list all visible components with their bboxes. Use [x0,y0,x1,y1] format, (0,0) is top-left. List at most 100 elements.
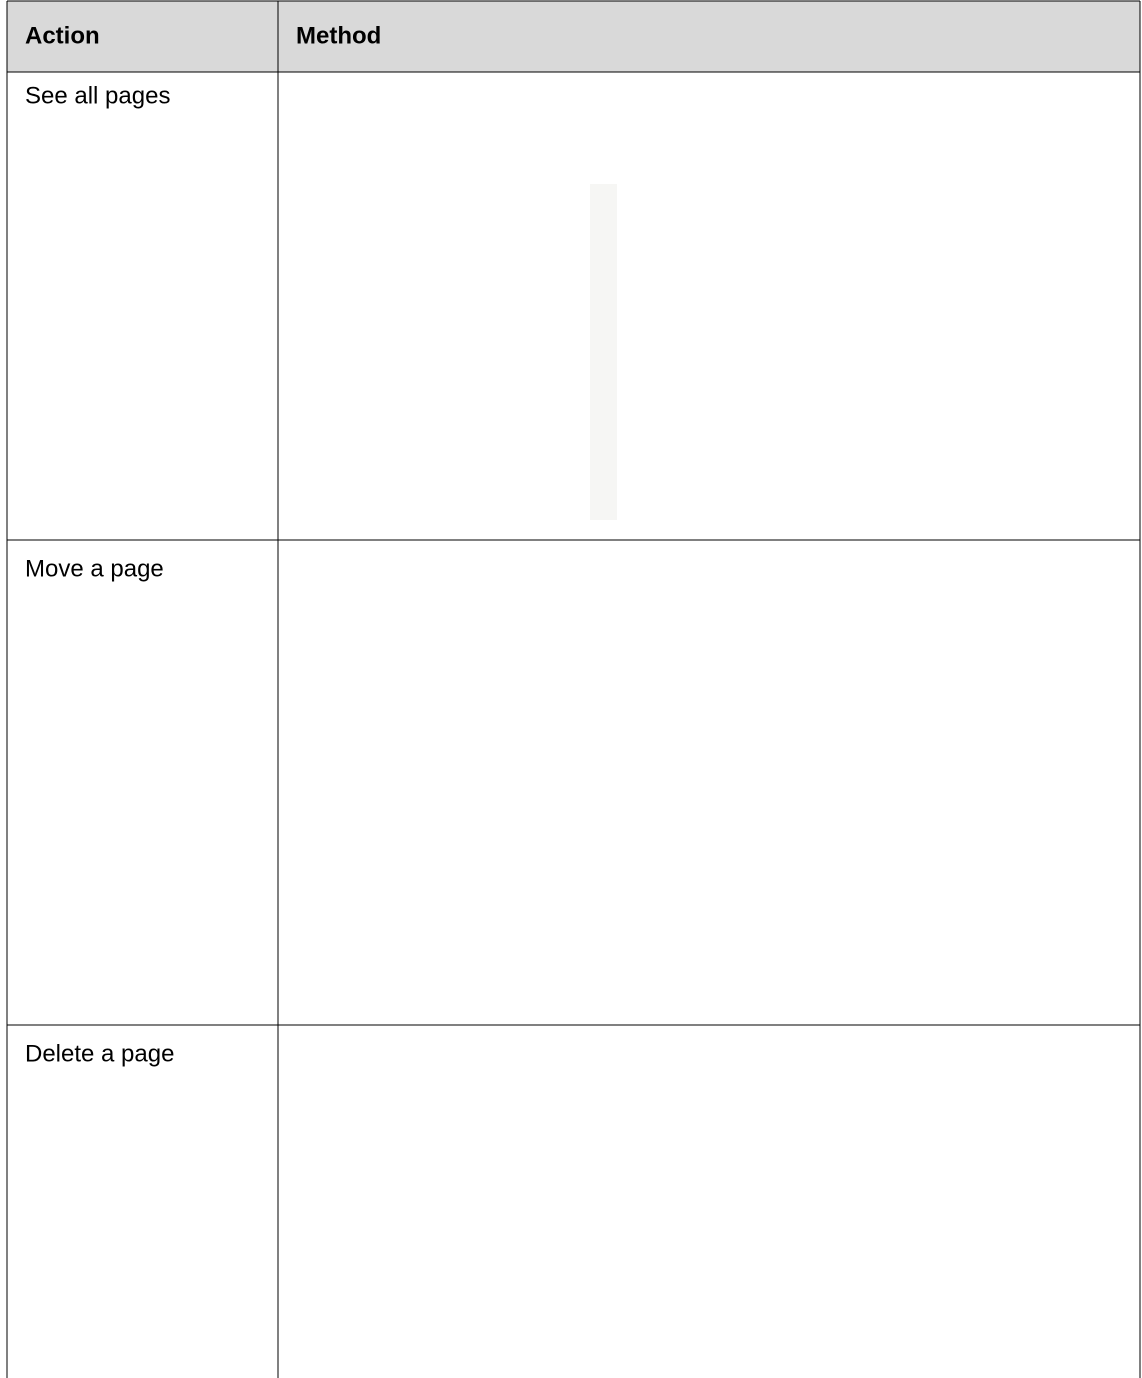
menu-item[interactable]: Clone Page [724,1199,791,1213]
page-caption: Lesson page [344,1335,419,1349]
title-bar [644,777,740,784]
sidebar-bg [899,565,1065,1000]
resize-arrows [796,887,808,893]
dropdown-button [729,641,745,655]
list-line [975,919,989,921]
list-line [361,949,375,951]
tab-strip [461,570,519,1000]
footer-bar [357,973,385,977]
list-line [371,437,385,439]
menu-item[interactable]: Rename Page [724,1221,806,1235]
list-line [975,944,989,946]
properties-letter [487,802,501,820]
group-name-label: Group1 [355,1096,399,1110]
list-line [361,944,375,946]
thumb-page [323,776,421,852]
list-line [361,939,375,941]
sidebar-bg [565,1050,731,1378]
thumb-title: Title [377,1254,386,1260]
menu-item[interactable]: Clear Page [724,1156,788,1170]
footer-bar [367,474,395,478]
sidebar-screenshot: Groups Group1 Title 1 2 3 [899,565,1123,1000]
group-name-label: Group1 [623,1096,667,1110]
menu-item[interactable]: Add Page to Gallery [724,1309,843,1323]
groups-button-label: Groups [359,584,402,598]
page-number: 2 [646,781,654,795]
paperclip-icon [1075,715,1106,763]
thumb-page [607,1256,701,1332]
list-line [681,954,695,956]
menu-item[interactable]: Show All Links [724,1276,810,1290]
list-line [975,929,989,931]
thumb-page [333,164,431,240]
sidebar-screenshot: Groups Group1 1 Jun 24-12:13 PM Title 2 Lesson… [565,1050,933,1378]
dropdown-button [1017,772,1033,786]
footer-bar [327,973,355,977]
header-bg [7,1,1140,72]
thumb-title: Title [367,778,376,784]
paperclip-icon [471,720,502,768]
thumb-frame [319,902,425,986]
footer-bar [397,474,425,478]
thumb-title: Title [687,778,696,784]
list-line [371,457,385,459]
menu-shortcut: Ctrl+D [857,1199,898,1213]
title-bar [936,642,1032,649]
canvas-area [565,1050,933,1378]
tab-strip [461,92,519,520]
gallery-hill [479,1156,505,1162]
gallery-hill [747,1156,773,1162]
list-head [657,914,667,917]
gallery-hill [477,198,503,204]
thumb-page [325,644,423,720]
page-icon [481,1074,503,1102]
properties-letter [1091,797,1105,815]
dropdown-button [685,1091,701,1105]
resize-arrows [754,1367,766,1373]
properties-icon [477,1292,487,1300]
title-bar [334,165,430,172]
attachments-tab [775,712,829,778]
list-line [371,442,385,444]
footer-bar [941,961,969,965]
menu-item[interactable]: Delete Page [724,1135,796,1149]
properties-icon [745,1292,755,1300]
page-number: 1 [328,649,336,663]
menu-shortcut: Alt+L [857,1276,890,1290]
gallery-hill [1081,671,1107,677]
menu-shortcut: Del [857,1135,877,1149]
dropdown-arrow [417,1093,425,1098]
thumb-frame [933,897,1039,981]
groups-button [917,573,1051,599]
page-number: 1 [336,169,344,183]
list-line [371,432,385,434]
list-line [361,929,375,931]
page-number: 2 [610,1261,618,1275]
footer-bar [387,973,415,977]
page-icon [791,594,813,622]
menu-item[interactable]: Insert Blank Page [724,1178,829,1192]
list-line [371,452,385,454]
properties-letter [487,324,501,342]
page-number: 1 [938,646,946,660]
groups-button-label: Groups [361,1064,404,1078]
menu-item[interactable]: Screen Shade [724,1254,807,1268]
group-name [629,612,745,634]
properties-icon [477,1282,487,1292]
dropdown-button [407,641,423,655]
list-line [975,934,989,936]
thumb-page [607,1094,701,1162]
properties-icon [787,802,797,812]
page-tab [461,92,517,158]
highlight-oval [688,1137,932,1163]
properties-icon [475,324,485,334]
page-tab [461,570,517,636]
highlight-circle [915,743,1051,867]
properties-icon [745,1282,755,1292]
gallery-tab [463,642,517,708]
resize-arrows [484,409,496,415]
gallery-hill [789,676,815,682]
thumb-page [935,775,1033,851]
page-icon [479,116,501,144]
